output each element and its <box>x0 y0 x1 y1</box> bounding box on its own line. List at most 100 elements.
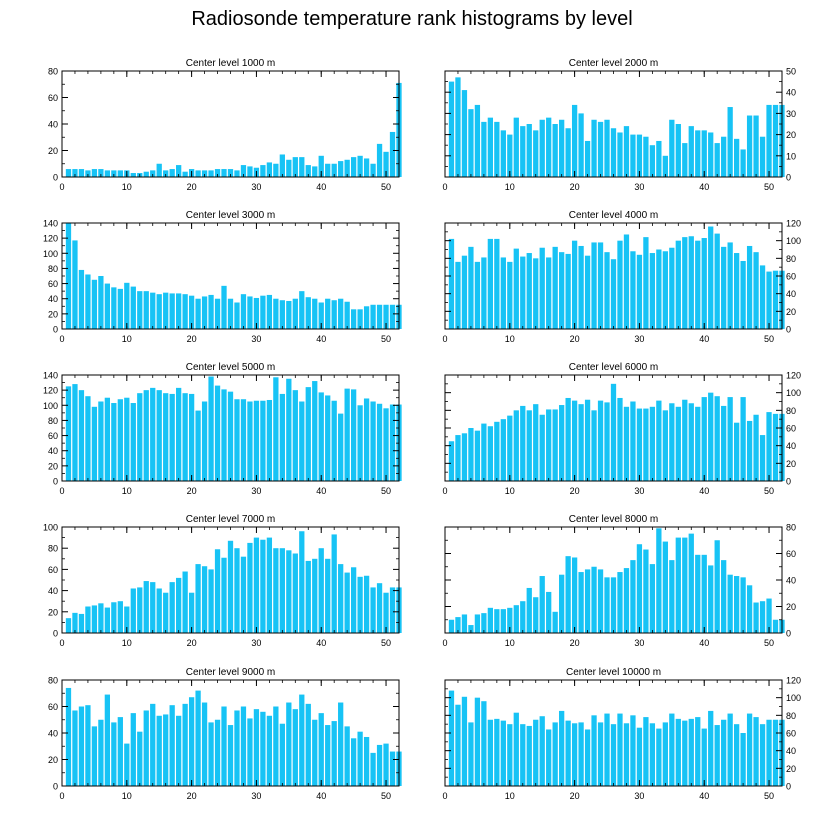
histogram-bar <box>500 720 506 786</box>
histogram-bar <box>617 132 623 177</box>
histogram-bar <box>740 733 746 786</box>
histogram-panel: Center level 1000 m 0 10 20 30 40 50 0 20 40 60 80 <box>48 58 402 192</box>
histogram-bar <box>571 557 578 633</box>
histogram-bar <box>455 704 461 786</box>
histogram-bar <box>143 390 149 481</box>
histogram-bar <box>143 291 149 329</box>
histogram-bar <box>214 385 221 481</box>
histogram-bar <box>331 163 337 177</box>
histogram-bar <box>234 548 240 633</box>
histogram-bar <box>325 395 331 481</box>
histogram-panel: Center level 6000 m 0 10 20 30 40 50 0 20 40 60 80 1… <box>442 362 801 496</box>
y-tick-label: 60 <box>48 93 58 103</box>
histogram-bar <box>708 710 714 786</box>
histogram-bar <box>584 399 591 481</box>
histogram-bar <box>65 618 72 633</box>
histogram-bar <box>721 405 727 481</box>
histogram-bar <box>363 736 370 786</box>
x-tick-label: 20 <box>570 334 580 344</box>
x-tick-label: 0 <box>59 182 64 192</box>
histogram-bar <box>649 723 656 786</box>
histogram-bar <box>539 716 545 786</box>
x-tick-label: 50 <box>381 638 391 648</box>
histogram-bar <box>104 397 111 481</box>
histogram-bar <box>578 722 584 786</box>
y-tick-label: 20 <box>48 607 58 617</box>
histogram-bar <box>195 298 201 329</box>
histogram-bar <box>331 721 337 786</box>
histogram-bar <box>344 159 350 177</box>
x-tick-label: 40 <box>699 638 709 648</box>
histogram-bar <box>227 540 234 633</box>
histogram-bar <box>546 257 552 329</box>
histogram-bar <box>559 405 565 481</box>
histogram-bar <box>468 109 474 177</box>
panel-title: Center level 6000 m <box>569 362 659 373</box>
histogram-bar <box>591 566 597 633</box>
histogram-bar <box>176 165 182 177</box>
histogram-bar <box>240 556 247 633</box>
panel-title: Center level 8000 m <box>569 514 659 525</box>
x-tick-label: 40 <box>699 486 709 496</box>
panel-title: Center level 10000 m <box>566 667 661 678</box>
histogram-bar <box>91 169 98 177</box>
x-tick-label: 0 <box>442 638 447 648</box>
y-tick-label: 80 <box>48 67 58 77</box>
histogram-bar <box>552 409 558 481</box>
histogram-bar <box>643 408 649 481</box>
histogram-bar <box>292 390 298 481</box>
y-tick-label: 60 <box>48 279 58 289</box>
histogram-bar <box>604 402 610 481</box>
y-tick-label: 40 <box>48 120 58 130</box>
histogram-bar <box>494 718 500 786</box>
histogram-bar <box>104 170 111 177</box>
histogram-bar <box>214 298 221 329</box>
y-tick-label: 20 <box>48 309 58 319</box>
histogram-bar <box>695 717 701 786</box>
histogram-bar <box>376 744 383 786</box>
histogram-bar <box>500 257 506 329</box>
x-tick-label: 50 <box>381 334 391 344</box>
histogram-bar <box>201 702 208 786</box>
histogram-bar <box>610 259 617 329</box>
histogram-bar <box>474 261 481 329</box>
histogram-bar <box>746 585 753 633</box>
histogram-bar <box>630 134 636 177</box>
histogram-bar <box>610 128 617 177</box>
histogram-panel: Center level 3000 m 0 10 20 30 40 50 0 20 40 60 80 1… <box>43 210 402 344</box>
histogram-bar <box>338 161 344 177</box>
histogram-bar <box>507 724 513 786</box>
histogram-bar <box>266 162 273 177</box>
histogram-bar <box>195 564 201 633</box>
histogram-bar <box>156 715 162 786</box>
histogram-bar <box>305 560 311 633</box>
histogram-bar <box>234 710 240 786</box>
histogram-bar <box>338 298 344 329</box>
histogram-bar <box>389 587 396 633</box>
y-tick-label: 0 <box>786 173 791 183</box>
y-tick-label: 40 <box>786 746 796 756</box>
histogram-bar <box>124 743 130 786</box>
histogram-bar <box>240 399 247 481</box>
y-tick-label: 0 <box>786 325 791 335</box>
histogram-bar <box>565 397 571 481</box>
histogram-panel: Center level 2000 m 0 10 20 30 40 50 0 10 20 30 40 5… <box>442 58 796 192</box>
histogram-bar <box>370 163 376 177</box>
x-tick-label: 0 <box>442 334 447 344</box>
histogram-bar <box>591 119 597 177</box>
histogram-bar <box>759 724 766 786</box>
panel-title: Center level 4000 m <box>569 210 659 221</box>
histogram-bar <box>214 719 221 786</box>
histogram-bar <box>137 393 143 481</box>
histogram-bar <box>253 400 260 481</box>
histogram-bar <box>208 376 214 481</box>
histogram-bar <box>350 309 357 329</box>
histogram-bar <box>746 713 753 786</box>
histogram-bar <box>448 690 455 786</box>
histogram-bar <box>753 602 759 633</box>
histogram-bar <box>98 603 104 633</box>
histogram-bar <box>610 383 617 481</box>
y-tick-label: 60 <box>786 424 796 434</box>
x-tick-label: 20 <box>187 334 197 344</box>
histogram-bar <box>649 145 656 177</box>
